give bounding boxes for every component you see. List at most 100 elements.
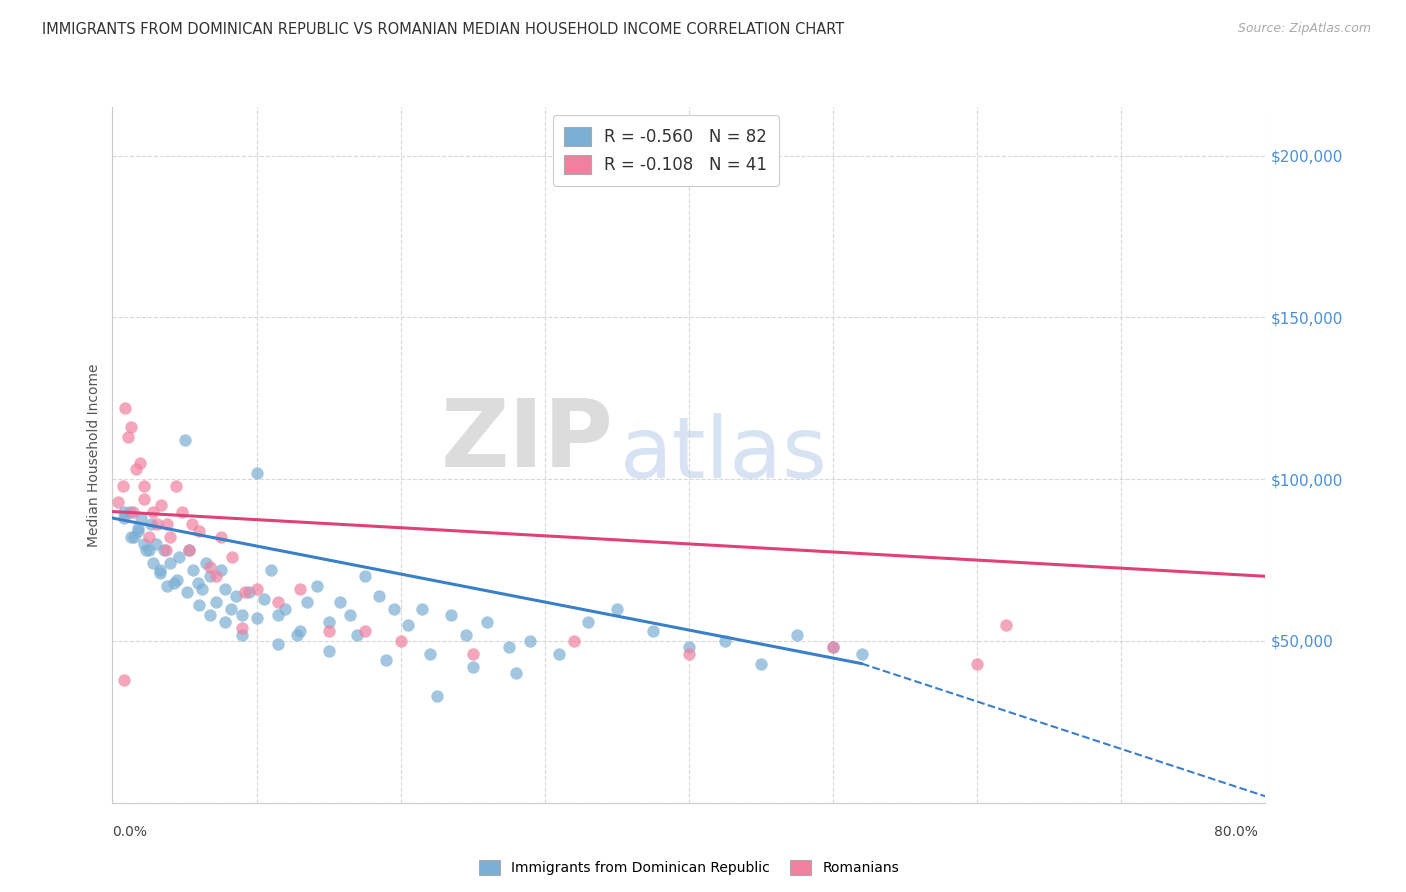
Point [461, 647, 484, 661]
Point [150, 498, 173, 512]
Point [288, 582, 311, 597]
Point [260, 563, 283, 577]
Point [821, 640, 844, 655]
Point [209, 531, 232, 545]
Text: atlas: atlas [620, 413, 828, 497]
Point [117, 430, 139, 444]
Point [519, 634, 541, 648]
Point [134, 537, 156, 551]
Point [200, 559, 222, 574]
Point [127, 524, 149, 538]
Text: Source: ZipAtlas.com: Source: ZipAtlas.com [1237, 22, 1371, 36]
Point [238, 585, 260, 599]
Point [440, 608, 463, 623]
Point [188, 524, 211, 538]
Point [475, 615, 498, 629]
Point [112, 504, 135, 518]
Point [155, 543, 177, 558]
Point [159, 557, 181, 571]
Text: 0.0%: 0.0% [112, 825, 148, 839]
Point [153, 543, 176, 558]
Point [562, 634, 585, 648]
Point [606, 601, 628, 615]
Point [163, 575, 186, 590]
Point [186, 575, 208, 590]
Point [267, 608, 290, 623]
Point [149, 566, 172, 580]
Point [678, 640, 700, 655]
Point [181, 563, 204, 577]
Point [411, 601, 433, 615]
Point [231, 608, 253, 623]
Point [142, 557, 165, 571]
Point [966, 657, 988, 671]
Point [129, 511, 153, 525]
Point [121, 504, 143, 518]
Point [288, 624, 311, 639]
Point [245, 582, 267, 597]
Point [127, 521, 149, 535]
Point [128, 456, 150, 470]
Point [641, 624, 664, 639]
Point [353, 569, 375, 583]
Point [134, 491, 156, 506]
Point [318, 624, 340, 639]
Point [112, 511, 135, 525]
Point [134, 478, 156, 492]
Point [498, 640, 520, 655]
Point [177, 543, 200, 558]
Point [156, 517, 179, 532]
Point [200, 569, 222, 583]
Point [135, 543, 157, 558]
Text: 80.0%: 80.0% [1215, 825, 1258, 839]
Point [253, 591, 276, 606]
Point [142, 504, 165, 518]
Point [111, 478, 134, 492]
Point [714, 634, 737, 648]
Point [219, 601, 242, 615]
Point [267, 595, 290, 609]
Point [576, 615, 599, 629]
Y-axis label: Median Household Income: Median Household Income [87, 363, 101, 547]
Point [353, 624, 375, 639]
Point [221, 549, 243, 564]
Point [205, 595, 228, 609]
Point [205, 569, 228, 583]
Point [118, 504, 141, 518]
Point [231, 621, 253, 635]
Point [678, 647, 700, 661]
Point [267, 637, 290, 651]
Point [295, 595, 318, 609]
Point [274, 601, 297, 615]
Point [112, 673, 135, 687]
Point [419, 647, 441, 661]
Point [368, 589, 391, 603]
Point [505, 666, 527, 681]
Point [141, 517, 163, 532]
Point [548, 647, 571, 661]
Point [149, 563, 172, 577]
Point [145, 537, 167, 551]
Point [188, 599, 211, 613]
Point [749, 657, 772, 671]
Point [382, 601, 405, 615]
Point [214, 615, 236, 629]
Point [165, 478, 187, 492]
Point [156, 579, 179, 593]
Point [195, 557, 218, 571]
Point [329, 595, 352, 609]
Text: ZIP: ZIP [441, 395, 614, 487]
Point [107, 495, 129, 509]
Point [146, 517, 169, 532]
Point [396, 617, 419, 632]
Point [233, 585, 256, 599]
Point [995, 617, 1018, 632]
Point [346, 627, 368, 641]
Legend: Immigrants from Dominican Republic, Romanians: Immigrants from Dominican Republic, Roma… [474, 855, 904, 880]
Point [285, 627, 308, 641]
Point [214, 582, 236, 597]
Point [173, 434, 195, 448]
Point [225, 589, 247, 603]
Point [200, 608, 222, 623]
Point [138, 531, 160, 545]
